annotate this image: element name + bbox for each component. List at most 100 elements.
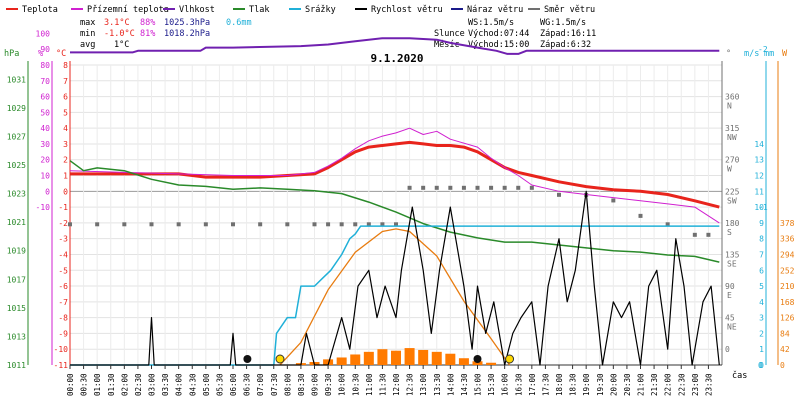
tick-label-degc: -4 <box>58 250 68 259</box>
legend: Teplota Přízemní teplota Vlhkost Tlak Srážky… <box>6 5 595 15</box>
tick-label-hpa: 1019 <box>7 247 26 256</box>
tick-label-dir: 360 <box>725 93 740 102</box>
solar-bar <box>336 357 347 365</box>
wind-direction-mark <box>122 222 127 227</box>
wind-direction-mark <box>557 192 561 197</box>
tick-label-pct: 20 <box>40 156 50 165</box>
axis-heads: hPa % °C ° m/s mm W <box>4 49 788 59</box>
tick-label-ms: 0 <box>758 361 763 370</box>
tick-label-dir-compass: E <box>727 291 732 300</box>
wind-direction-mark <box>353 222 358 227</box>
tick-label-hpa: 1015 <box>7 304 26 313</box>
info-moon-set: Západ:6:32 <box>540 40 591 50</box>
time-tick-label: 05:30 <box>215 373 224 396</box>
tick-label-pct: 100 <box>36 29 51 38</box>
tick-label-mm: 4 <box>759 298 764 307</box>
wind-direction-mark <box>448 185 453 190</box>
time-tick-label: 02:30 <box>134 373 143 396</box>
stats-max-label: max <box>80 18 95 28</box>
tick-label-w: 378 <box>780 219 795 228</box>
tick-label-degc: -6 <box>58 282 68 291</box>
wind-direction-mark <box>95 222 100 227</box>
tick-label-mm: 9 <box>759 219 764 228</box>
time-tick-label: 17:30 <box>541 373 550 396</box>
tick-label-dir: 45 <box>725 314 735 323</box>
stats-max-rain: 0.6mm <box>226 18 252 28</box>
tick-label-hpa: 1017 <box>7 275 26 284</box>
axis-head-degc: °C <box>56 49 66 59</box>
wind-direction-mark <box>312 222 317 227</box>
tick-label-pct: 40 <box>40 124 50 133</box>
tick-label-w: 210 <box>780 282 795 291</box>
time-tick-label: 11:30 <box>378 373 387 396</box>
tick-label-w: 126 <box>780 314 795 323</box>
time-tick-label: 16:00 <box>501 373 510 396</box>
tick-label-degc: -1 <box>58 203 68 212</box>
tick-label-pct: 10 <box>40 172 50 181</box>
tick-label-dir: 270 <box>725 156 740 165</box>
tick-label-degc: 8 <box>63 61 68 70</box>
wind-direction-mark <box>339 222 344 227</box>
time-tick-label: 13:00 <box>419 373 428 396</box>
time-tick-label: 15:30 <box>487 373 496 396</box>
stats-max-temp: 3.1°C <box>104 18 130 28</box>
tick-label-hpa: 1027 <box>7 132 26 141</box>
tick-label-w: 84 <box>780 329 790 338</box>
legend-label-rain: Srážky <box>305 5 336 15</box>
line-precipitation <box>70 225 720 366</box>
sun-marker <box>275 354 285 364</box>
tick-label-dir: 90 <box>725 282 735 291</box>
info-sun-rise: Východ:07:44 <box>468 29 529 39</box>
wind-direction-mark <box>149 222 154 227</box>
tick-label-dir: 135 <box>725 250 740 259</box>
line-ground-temperature <box>69 127 720 224</box>
solar-bar <box>377 349 388 365</box>
tick-label-degc: 5 <box>63 108 68 117</box>
solar-bar <box>418 349 429 365</box>
wind-direction-mark <box>421 185 426 190</box>
tick-label-hpa: 1013 <box>7 332 26 341</box>
wind-direction-mark <box>706 232 711 237</box>
tick-label-mm: 0 <box>759 361 764 370</box>
tick-label-mm: 6 <box>759 266 764 275</box>
legend-label-dir: Směr větru <box>544 5 595 15</box>
tick-label-hpa: 1029 <box>7 104 26 113</box>
time-tick-label: 05:00 <box>202 373 211 396</box>
stats-avg-label: avg <box>80 40 95 50</box>
chart-title: 9.1.2020 <box>371 52 424 65</box>
tick-label-degc: 1 <box>63 172 68 181</box>
legend-label-ground: Přízemní teplota <box>87 5 169 15</box>
tick-label-dir-compass: NE <box>727 323 737 332</box>
time-axis: 00:00 00:30 01:00 01:30 02:00 02:30 03:00 03:30… <box>66 365 713 396</box>
tick-label-mm: 10 <box>754 203 764 212</box>
time-tick-label: 03:30 <box>161 373 170 396</box>
line-humidity <box>70 37 720 55</box>
time-tick-label: 23:00 <box>691 373 700 396</box>
time-tick-label: 00:30 <box>80 373 89 396</box>
tick-label-degc: -9 <box>58 329 68 338</box>
tick-label-mm: 8 <box>759 235 764 244</box>
tick-label-pct: 90 <box>40 45 50 54</box>
stats-min-label: min <box>80 29 95 39</box>
tick-label-w: 0 <box>780 361 785 370</box>
tick-label-degc: -2 <box>58 219 68 228</box>
time-tick-label: 21:30 <box>650 373 659 396</box>
stats-min-press: 1018.2hPa <box>164 29 210 39</box>
time-tick-label: 13:30 <box>433 373 442 396</box>
solar-bar <box>445 353 456 365</box>
time-tick-label: 22:00 <box>664 373 673 396</box>
time-tick-label: 06:00 <box>229 373 238 396</box>
wind-direction-mark <box>366 222 371 227</box>
tick-label-mm: 5 <box>759 282 764 291</box>
tick-label-mm: 2 <box>759 329 764 338</box>
sun-marker <box>505 354 515 364</box>
time-tick-label: 12:30 <box>406 373 415 396</box>
line-temperature <box>70 140 720 209</box>
time-tick-label: 23:30 <box>704 373 713 396</box>
axis-head-hpa: hPa <box>4 49 19 59</box>
wind-direction-mark <box>176 222 181 227</box>
tick-label-mm: 7 <box>759 250 764 259</box>
line-wind-speed <box>70 190 720 366</box>
tick-label-ms: -1 <box>758 203 768 212</box>
time-tick-label: 01:00 <box>93 373 102 396</box>
